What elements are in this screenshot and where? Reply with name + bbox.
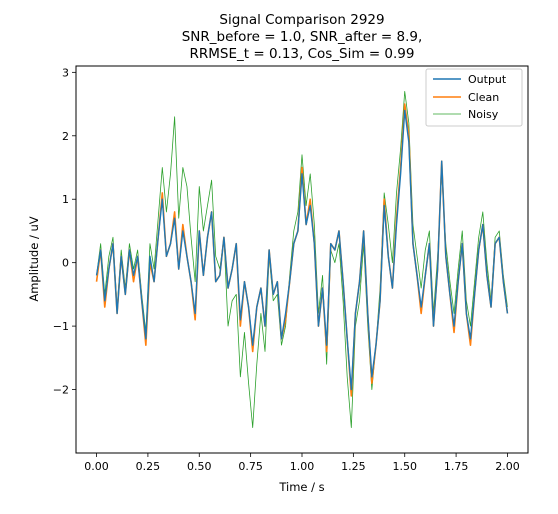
title-line-3: RRMSE_t = 0.13, Cos_Sim = 0.99 [190, 46, 415, 62]
x-axis-label: Time / s [278, 480, 324, 494]
legend-label-clean: Clean [468, 91, 499, 104]
title-line-2: SNR_before = 1.0, SNR_after = 8.9, [182, 29, 423, 45]
x-tick-label: 0.50 [187, 460, 212, 473]
x-tick-label: 0.75 [238, 460, 263, 473]
y-tick-label: −1 [53, 320, 69, 333]
x-tick-label: 0.00 [84, 460, 109, 473]
x-tick-label: 0.25 [136, 460, 161, 473]
y-axis-label: Amplitude / uV [27, 216, 41, 301]
x-tick-label: 1.50 [392, 460, 417, 473]
title-line-1: Signal Comparison 2929 [219, 12, 384, 28]
legend-label-noisy: Noisy [468, 108, 499, 121]
x-tick-label: 1.00 [290, 460, 315, 473]
y-tick-label: 1 [62, 193, 69, 206]
x-tick-label: 1.75 [444, 460, 469, 473]
y-tick-label: 3 [62, 66, 69, 79]
x-tick-label: 1.25 [341, 460, 366, 473]
y-tick-label: 0 [62, 257, 69, 270]
legend: Output Clean Noisy [426, 69, 522, 126]
y-tick-label: −2 [53, 384, 69, 397]
legend-label-output: Output [468, 73, 507, 86]
x-tick-label: 2.00 [495, 460, 520, 473]
y-tick-label: 2 [62, 130, 69, 143]
